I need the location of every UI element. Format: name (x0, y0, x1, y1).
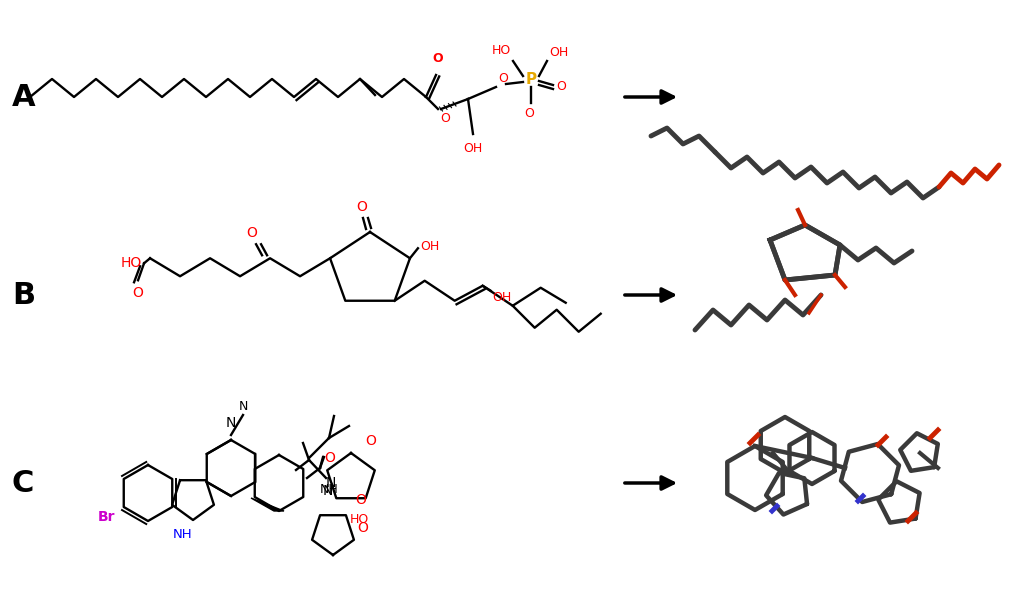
Text: O: O (247, 226, 257, 240)
Text: OH: OH (548, 46, 568, 59)
Text: O: O (365, 434, 376, 448)
Text: O: O (358, 521, 368, 535)
Text: P: P (525, 71, 536, 87)
Text: O: O (524, 107, 533, 120)
Text: NH: NH (173, 528, 193, 541)
Text: NH: NH (320, 483, 338, 496)
Text: A: A (12, 83, 36, 112)
Text: N: N (322, 484, 333, 498)
Text: O: O (555, 80, 566, 93)
Text: OH: OH (492, 291, 512, 304)
Text: HO: HO (120, 256, 142, 270)
Text: O: O (439, 112, 449, 125)
Text: OH: OH (463, 142, 482, 155)
Text: HO: HO (491, 44, 511, 57)
Text: Br: Br (98, 510, 115, 524)
Text: O: O (132, 286, 144, 300)
Text: N: N (225, 416, 236, 430)
Text: O: O (497, 72, 507, 85)
Text: O: O (357, 200, 367, 214)
Text: N: N (325, 476, 335, 490)
Text: N: N (238, 400, 249, 413)
Text: HO: HO (350, 513, 368, 526)
Text: O: O (432, 52, 443, 65)
Text: O: O (356, 493, 366, 507)
Polygon shape (251, 498, 283, 511)
Text: O: O (324, 451, 335, 465)
Text: B: B (12, 280, 35, 310)
Text: C: C (12, 468, 35, 497)
Text: OH: OH (420, 240, 439, 253)
